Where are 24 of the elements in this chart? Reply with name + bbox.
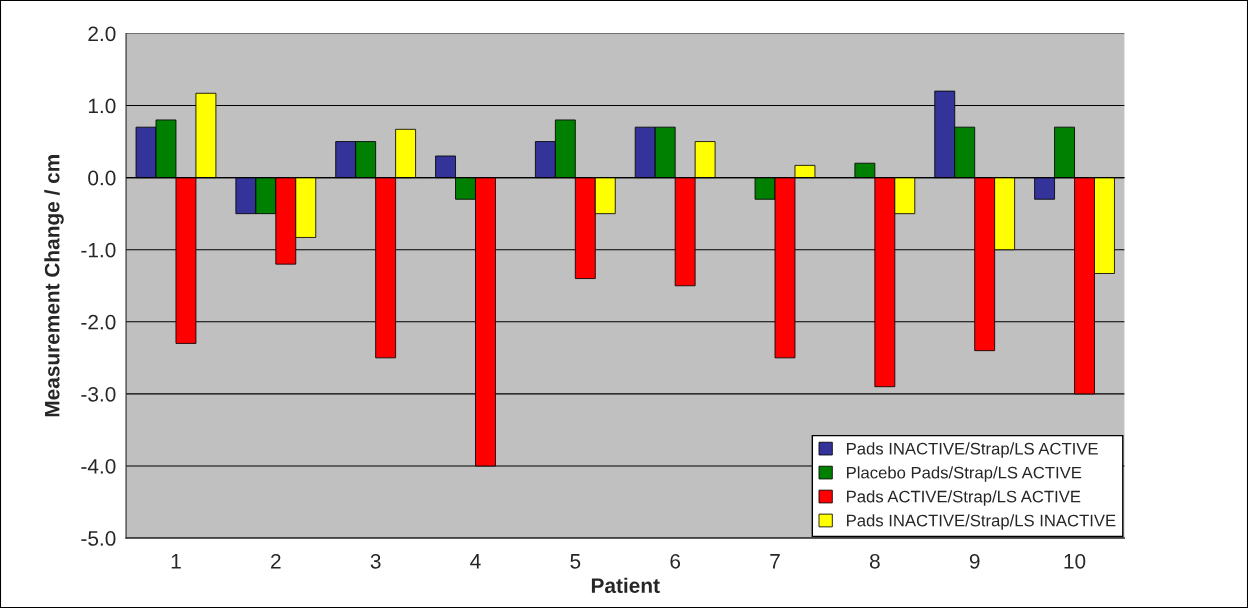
y-tick-label: -3.0	[81, 386, 116, 402]
legend-label: Pads INACTIVE/Strap/LS ACTIVE	[847, 442, 1098, 458]
x-axis-title: Patient	[591, 577, 660, 594]
y-tick-label: -2.0	[81, 314, 116, 330]
y-tick-label: -1.0	[81, 242, 116, 258]
y-tick-label: 2.0	[88, 26, 116, 42]
x-tick-label: 5	[570, 554, 581, 569]
legend-label: Pads ACTIVE/Strap/LS ACTIVE	[847, 490, 1081, 506]
x-tick-label: 10	[1064, 553, 1086, 569]
x-tick-label: 8	[869, 553, 880, 569]
x-tick-label: 7	[770, 554, 780, 569]
x-tick-label: 2	[271, 553, 281, 569]
x-tick-label: 3	[370, 553, 381, 569]
legend-label: Placebo Pads/Strap/LS ACTIVE	[847, 466, 1082, 482]
x-tick-label: 1	[171, 554, 181, 569]
y-tick-label: 0.0	[88, 170, 116, 186]
x-tick-label: 6	[670, 553, 681, 569]
y-axis-title: Measurement Change / cm	[44, 155, 64, 417]
y-tick-label: -4.0	[81, 458, 116, 474]
x-tick-label: 4	[470, 554, 481, 569]
y-tick-label: 1.0	[88, 98, 116, 114]
y-tick-label: -5.0	[81, 531, 116, 546]
x-tick-label: 9	[969, 553, 980, 569]
legend-label: Pads INACTIVE/Strap/LS INACTIVE	[847, 514, 1116, 530]
